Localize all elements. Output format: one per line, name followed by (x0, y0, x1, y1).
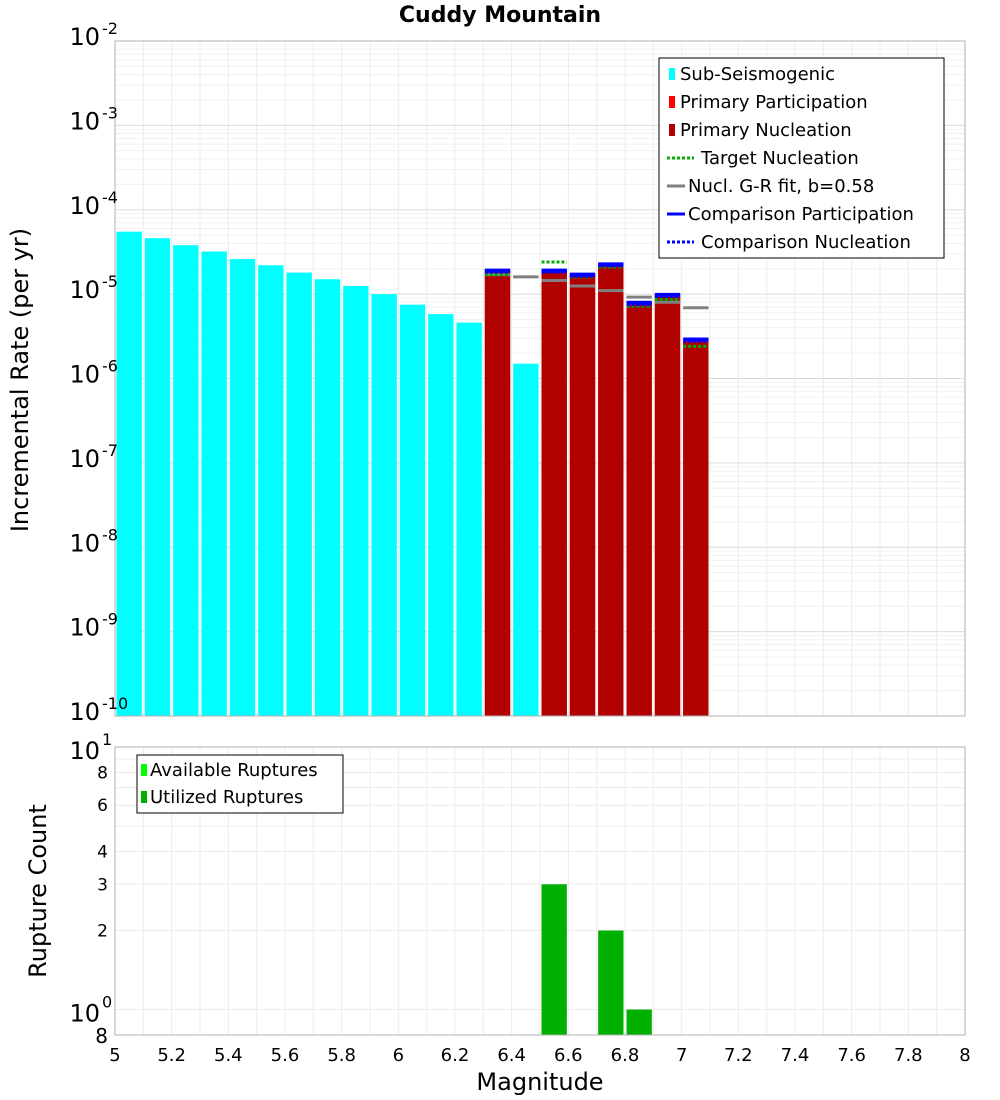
x-tick-label: 6.2 (441, 1045, 470, 1066)
y-tick-label: 10 (69, 192, 100, 220)
top-panel-bars (116, 231, 709, 717)
bottom-panel-frame (114, 746, 966, 1036)
x-axis-ticks: 5 5.2 5.4 5.6 5.8 6 6.2 6.4 6.6 6.8 7 7.2 7.4 7.6 7.8 8 (109, 1045, 970, 1066)
top-panel-lines (484, 260, 709, 348)
bottom-y-tick-label: 3 (97, 875, 108, 895)
top-legend-box (658, 57, 945, 259)
sub-seismogenic-bar (314, 279, 341, 716)
legend-label: Comparison Nucleation (701, 232, 911, 253)
y-tick-label: 10 (69, 361, 100, 389)
chart-title: Cuddy Mountain (399, 3, 601, 28)
bottom-y-tick-exponent: 0 (102, 993, 112, 1012)
y-tick-label: 10 (69, 107, 100, 135)
x-tick-label: 6.6 (554, 1045, 583, 1066)
primary-nucleation-bar (683, 342, 709, 716)
x-tick-label: 6.4 (497, 1045, 526, 1066)
bottom-y-tick-label: 6 (97, 796, 108, 816)
x-tick-label: 7 (676, 1045, 687, 1066)
legend-label: Target Nucleation (700, 148, 859, 169)
x-axis-label: Magnitude (476, 1068, 603, 1096)
x-tick-label: 5.8 (327, 1045, 356, 1066)
x-tick-label: 8 (959, 1045, 970, 1066)
bottom-panel-bars (541, 884, 652, 1035)
utilized-ruptures-bar (626, 1009, 652, 1035)
y-tick-exponent: -2 (102, 19, 118, 38)
sub-seismogenic-bar (286, 272, 312, 716)
y-tick-exponent: -10 (102, 694, 128, 713)
y-tick-exponent: -8 (102, 525, 118, 544)
sub-seismogenic-bar (399, 304, 426, 716)
bottom-y-axis-label: Rupture Count (24, 804, 52, 978)
legend-label: Nucl. G-R fit, b=0.58 (688, 176, 874, 197)
x-tick-label: 7.2 (724, 1045, 753, 1066)
y-tick-exponent: -6 (102, 357, 118, 376)
legend-label: Utilized Ruptures (150, 787, 303, 808)
primary-nucleation-bar (484, 272, 511, 716)
sub-seismogenic-bar (258, 265, 284, 716)
legend-label: Primary Participation (680, 92, 868, 113)
sub-seismogenic-bar (343, 285, 369, 716)
y-tick-label: 10 (69, 614, 100, 642)
x-tick-label: 6 (393, 1045, 404, 1066)
sub-seismogenic-bar (229, 259, 256, 716)
sub-seismogenic-bar (173, 245, 199, 717)
primary-nucleation-bar (541, 271, 567, 716)
bottom-y-tick-label: 4 (97, 842, 108, 862)
sub-seismogenic-bar (116, 231, 142, 716)
sub-seismogenic-bar (428, 314, 454, 716)
bottom-legend-box (136, 754, 344, 814)
legend-label: Primary Nucleation (680, 120, 852, 141)
y-tick-label: 10 (69, 445, 100, 473)
x-tick-label: 5.4 (214, 1045, 243, 1066)
bottom-legend: Available Ruptures Utilized Ruptures (136, 754, 344, 814)
x-tick-label: 5 (109, 1045, 120, 1066)
y-tick-label: 10 (69, 698, 100, 726)
primary-nucleation-bar (626, 304, 652, 716)
bottom-y-tick-exponent: 1 (102, 730, 112, 749)
x-tick-label: 6.8 (611, 1045, 640, 1066)
x-tick-label: 5.6 (271, 1045, 300, 1066)
bottom-y-tick-label: 8 (97, 763, 108, 783)
primary-nucleation-bar (654, 296, 681, 716)
y-tick-exponent: -7 (102, 441, 118, 460)
y-tick-label: 10 (69, 529, 100, 557)
legend-swatch (669, 68, 675, 80)
top-y-axis-label: Incremental Rate (per yr) (6, 228, 34, 532)
legend-swatch (141, 791, 147, 803)
x-tick-label: 7.8 (894, 1045, 923, 1066)
primary-nucleation-bar (569, 275, 596, 716)
x-tick-label: 5.2 (157, 1045, 186, 1066)
sub-seismogenic-bar (456, 322, 482, 716)
legend-swatch (141, 764, 147, 776)
y-tick-exponent: -5 (102, 272, 118, 291)
x-tick-label: 7.4 (781, 1045, 810, 1066)
y-tick-exponent: -3 (102, 103, 118, 122)
legend-swatch (669, 96, 675, 108)
top-y-axis-ticks: 10-210-310-410-510-610-710-810-910-10 (69, 19, 128, 726)
x-tick-label: 7.6 (837, 1045, 866, 1066)
sub-seismogenic-bar (371, 294, 397, 716)
bottom-y-tick-base: 10 (69, 1000, 100, 1028)
utilized-ruptures-bar (541, 884, 567, 1035)
primary-nucleation-bar (598, 265, 624, 716)
y-tick-label: 10 (69, 276, 100, 304)
sub-seismogenic-bar (144, 238, 171, 716)
y-tick-exponent: -4 (102, 188, 118, 207)
legend-label: Available Ruptures (150, 760, 318, 781)
legend-label: Sub-Seismogenic (680, 64, 835, 85)
legend-label: Comparison Participation (688, 204, 914, 225)
y-tick-label: 10 (69, 23, 100, 51)
y-tick-exponent: -9 (102, 610, 118, 629)
top-legend: Sub-Seismogenic Primary Participation Prim… (658, 57, 945, 259)
utilized-ruptures-bar (598, 930, 624, 1035)
bottom-y-tick-base: 10 (69, 737, 100, 765)
top-panel-frame (114, 40, 966, 717)
sub-seismogenic-bar (513, 363, 539, 716)
bottom-y-tick-label: 2 (97, 922, 108, 942)
legend-swatch (669, 124, 675, 136)
bottom-y-tick-label: 8 (95, 1024, 108, 1048)
sub-seismogenic-bar (201, 251, 227, 716)
